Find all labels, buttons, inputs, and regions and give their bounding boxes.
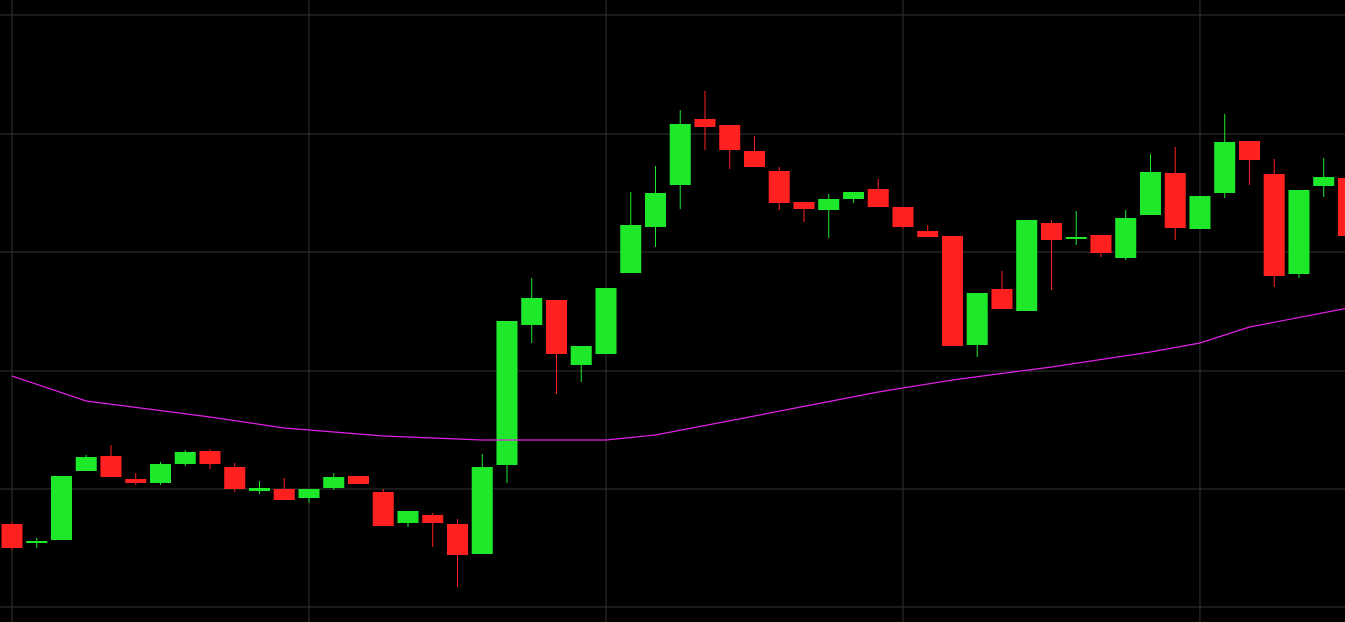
candle-body — [372, 492, 394, 526]
candle-body — [1016, 220, 1038, 311]
candle-body — [100, 456, 122, 477]
candle-body — [471, 467, 493, 554]
candle-body — [125, 479, 147, 483]
candle-body — [768, 171, 790, 203]
candle-body — [397, 511, 419, 523]
candle-body — [1090, 235, 1112, 253]
candle-body — [595, 288, 617, 354]
candle-body — [694, 119, 716, 127]
candle-body — [446, 524, 469, 555]
candle-body — [1, 524, 23, 548]
candle-body — [298, 489, 320, 498]
moving-average — [11, 308, 1345, 441]
candle-body — [917, 231, 939, 237]
candle-body — [1263, 174, 1285, 276]
candle-body — [620, 225, 642, 273]
candle-body — [1238, 141, 1260, 160]
candle-body — [50, 476, 73, 540]
candle-body — [248, 488, 271, 491]
candle-body — [570, 346, 592, 365]
candle-body — [174, 452, 196, 464]
candle-body — [793, 202, 815, 209]
candle-body — [1065, 237, 1087, 239]
candle-body — [422, 515, 444, 523]
candle-body — [149, 464, 172, 483]
candle-body — [669, 124, 691, 185]
candle-body — [1288, 190, 1310, 274]
candle-body — [347, 476, 370, 484]
candle-body — [1313, 177, 1335, 186]
candle-body — [545, 300, 568, 354]
candle-body — [966, 293, 988, 345]
candle-body — [323, 477, 345, 488]
candle-body — [1115, 218, 1137, 258]
candle-body — [991, 289, 1013, 309]
candle-body — [719, 125, 741, 150]
candle-body — [1164, 173, 1186, 228]
candle-body — [941, 236, 963, 346]
candle-body — [224, 467, 246, 489]
candle-body — [743, 151, 766, 167]
candle-body — [75, 457, 97, 471]
candle-body — [892, 207, 914, 227]
candle-body — [1139, 172, 1161, 215]
candle-body — [199, 451, 221, 464]
candle-body — [1189, 196, 1211, 229]
candle-body — [818, 199, 840, 210]
candle-body — [1337, 178, 1345, 236]
candle-body — [496, 321, 518, 465]
candle-body — [842, 192, 864, 199]
candle-body — [1040, 223, 1062, 240]
candle-body — [26, 541, 48, 543]
candle-body — [867, 189, 889, 207]
candle-body — [273, 489, 295, 500]
candle-body — [1214, 142, 1236, 193]
candle-body — [644, 193, 667, 227]
candle-body — [521, 298, 543, 325]
